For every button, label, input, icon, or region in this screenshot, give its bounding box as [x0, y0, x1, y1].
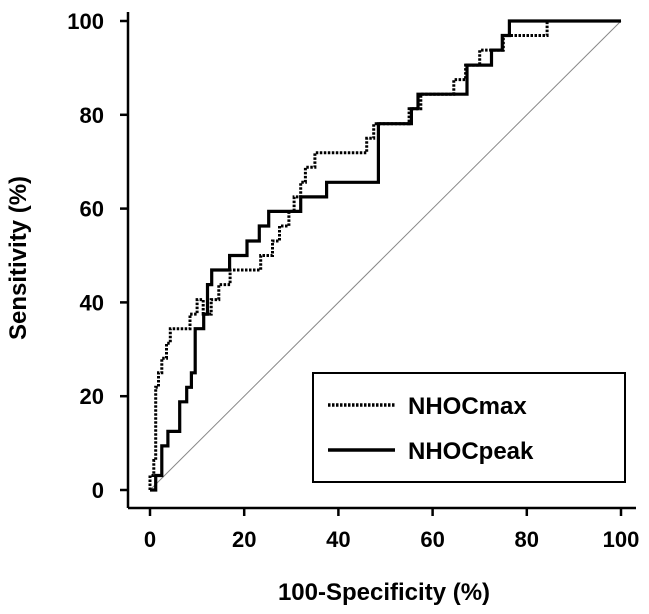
y-tick-label: 80 [80, 103, 104, 128]
y-axis-title: Sensitivity (%) [5, 176, 32, 340]
y-tick-label: 0 [92, 478, 104, 503]
y-tick-label: 60 [80, 197, 104, 222]
legend-box [312, 372, 626, 483]
x-axis-ticks: 0 20 40 60 80 100 [144, 508, 639, 552]
y-tick-label: 20 [80, 384, 104, 409]
series-layer [148, 19, 621, 492]
y-tick-label: 100 [67, 9, 104, 34]
x-tick-label: 20 [232, 527, 256, 552]
y-tick-label: 40 [80, 290, 104, 315]
legend-label-nhocmax: NHOCmax [408, 393, 527, 420]
x-tick-label: 40 [326, 527, 350, 552]
legend: NHOCmax NHOCpeak [312, 372, 626, 483]
reference-diagonal-line [149, 20, 622, 491]
x-tick-label: 0 [144, 527, 156, 552]
series-line-nhocmax [148, 19, 621, 490]
reference-diagonal-layer [149, 20, 622, 491]
legend-label-nhocpeak: NHOCpeak [408, 438, 534, 465]
x-tick-label: 80 [515, 527, 539, 552]
y-axis-ticks: 0 20 40 60 80 100 [67, 9, 128, 503]
x-axis-title: 100-Specificity (%) [278, 579, 490, 606]
x-tick-label: 100 [603, 527, 640, 552]
series-line-nhocpeak [150, 19, 621, 492]
x-tick-label: 60 [420, 527, 444, 552]
